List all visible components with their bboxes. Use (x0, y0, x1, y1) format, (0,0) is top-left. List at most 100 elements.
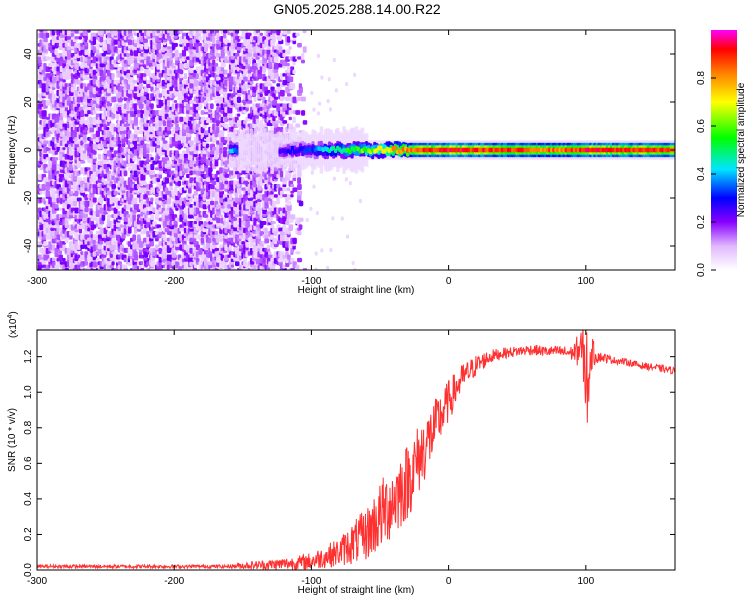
spectrogram-cell (51, 197, 57, 203)
spectrogram-cell (111, 113, 116, 119)
spectrogram-cell (84, 261, 89, 266)
spectrogram-cell (169, 32, 174, 37)
spectrogram-cell (133, 220, 138, 227)
spectrogram-cell (109, 63, 115, 70)
spectrogram-cell (58, 227, 63, 232)
spectrogram-cell (123, 49, 128, 54)
spectrogram-cell (216, 103, 220, 107)
spectrogram-cell (150, 147, 154, 153)
spectrogram-cell (230, 264, 235, 268)
spectrogram-cell (69, 163, 73, 171)
spectrogram-cell (189, 42, 194, 50)
spectrogram-cell (166, 100, 171, 107)
spectrogram-cell (92, 184, 98, 189)
spectrogram-cell (45, 42, 49, 50)
spectrogram-cell (113, 39, 119, 45)
spectrogram-cell (216, 76, 220, 81)
spectrogram-cell (41, 264, 47, 268)
spectrogram-cell (233, 83, 237, 87)
spectrogram-cell (133, 251, 138, 257)
spectrogram-cell (236, 113, 241, 117)
spectrogram-cell (119, 177, 125, 184)
spectrogram-cell (66, 30, 72, 34)
spectrogram-cell (219, 167, 223, 174)
spectrogram-cell (181, 150, 187, 154)
spectrogram-cell (82, 30, 88, 37)
spectrogram-cell (109, 244, 114, 251)
spectrogram-cell (113, 241, 119, 245)
spectrogram-cell (136, 93, 141, 98)
spectrogram-cell (210, 200, 215, 206)
spectrogram-cell (89, 86, 94, 92)
spectrogram-cell (259, 93, 263, 98)
spectrogram-cell (193, 190, 198, 196)
spectrogram-cell (103, 147, 108, 154)
spectrogram-cell (270, 268, 276, 270)
spectrogram-cell (228, 234, 234, 238)
spectrogram-cell (58, 187, 63, 192)
spectrogram-cell (247, 32, 252, 37)
spectrogram-cell (95, 42, 100, 49)
spectrogram-cell (133, 264, 138, 270)
spectrogram-cell (113, 89, 118, 95)
spectrogram-cell (97, 126, 103, 132)
spectrogram-cell (270, 86, 275, 91)
spectrogram-cell (154, 167, 159, 171)
spectrogram-cell (189, 147, 194, 152)
spectrogram-cell (214, 247, 220, 252)
spectrogram-cell (200, 237, 205, 244)
spectrogram-cell (142, 76, 148, 81)
spectrogram-cell (64, 66, 70, 70)
spectrogram-cell (80, 244, 85, 250)
spectrogram-cell (92, 153, 97, 159)
spectrogram-cell (111, 73, 115, 80)
spectrogram-cell (230, 268, 236, 270)
spectrogram-cell (233, 96, 238, 102)
spectrogram-cell (189, 170, 193, 176)
spectrogram-cell (173, 100, 178, 104)
spectrogram-cell (212, 96, 217, 100)
spectrogram-cell (132, 234, 137, 241)
spectrogram-cell (142, 73, 147, 77)
spectrogram-cell (39, 190, 43, 195)
spectrogram-cell (183, 73, 188, 80)
spectrogram-cell (257, 207, 263, 212)
spectrogram-cell (123, 170, 128, 177)
spectrogram-cell (80, 254, 85, 260)
spectrogram-cell (247, 59, 252, 65)
spectrogram-cell (268, 251, 272, 255)
spectrogram-cell (126, 163, 131, 167)
spectrogram-cell (78, 224, 84, 230)
spectrogram-cell (84, 36, 88, 43)
spectrogram-cell (138, 241, 144, 248)
spectrogram-cell (156, 63, 161, 70)
spectrogram-cell (183, 214, 188, 220)
spectrogram-cell (259, 32, 264, 36)
spectrogram-cell (117, 73, 123, 77)
spectrogram-cell (97, 247, 102, 254)
spectrogram-cell (84, 126, 89, 131)
spectrogram-cell (126, 103, 130, 111)
spectrogram-cell (82, 150, 87, 154)
spectrogram-cell (255, 224, 261, 228)
spectrogram-cell (84, 106, 90, 111)
spectrogram-cell (252, 264, 257, 270)
spectrogram-cell (99, 36, 104, 43)
spectrogram-cell (214, 100, 220, 104)
spectrogram-cell (189, 237, 193, 243)
spectrogram-cell (146, 150, 150, 154)
spectrogram-cell (208, 237, 212, 244)
spectrogram-cell (183, 207, 188, 214)
spectrogram-cell (92, 251, 96, 257)
spectrogram-cell (41, 184, 46, 191)
spectrogram-cell (148, 210, 153, 215)
spectrogram-cell (116, 123, 121, 128)
spectrogram-cell (59, 214, 64, 218)
spectrogram-cell (138, 83, 144, 89)
spectrogram-cell (161, 234, 167, 238)
spectrogram-cell (92, 224, 97, 229)
spectrogram-cell (66, 46, 72, 51)
spectrogram-cell (216, 237, 220, 243)
spectrogram-cell (106, 214, 111, 221)
spectrogram-cell (150, 66, 154, 70)
